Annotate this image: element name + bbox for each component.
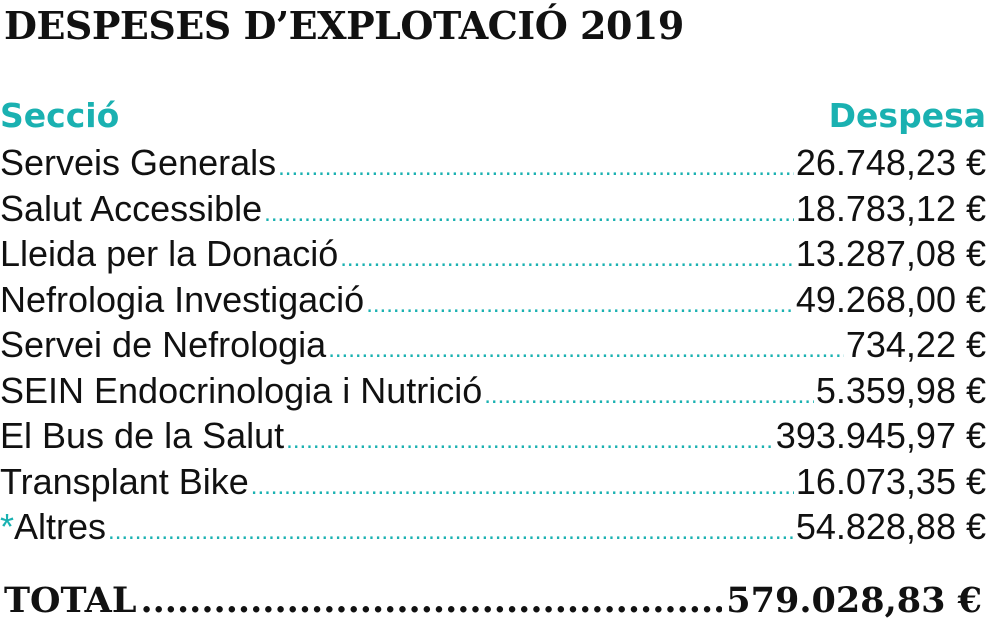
dot-leader [278,145,794,190]
list-item: SEIN Endocrinologia i Nutrició 5.359,98 … [0,368,986,414]
list-item: Servei de Nefrologia 734,22 € [0,322,986,368]
row-label: Servei de Nefrologia [0,324,327,365]
page-title: DESPESES D’EXPLOTACIÓ 2019 [4,3,684,48]
dot-leader [251,464,794,509]
row-amount: 13.287,08 € [795,233,986,274]
table-header: Secció Despesa [0,94,986,138]
row-label: El Bus de la Salut [0,415,285,456]
row-label: Serveis Generals [0,142,277,183]
row-label: SEIN Endocrinologia i Nutrició [0,369,483,411]
row-amount: 16.073,35 € [795,460,986,502]
row-label: *Altres [0,504,106,549]
section-column-header: Secció [0,96,120,135]
list-item: Nefrologia Investigació 49.268,00 € [0,277,986,323]
row-label: Nefrologia Investigació [0,278,365,320]
row-amount: 734,22 € [845,324,986,365]
dot-leader [286,418,774,463]
total-amount: 579.028,83 € [726,580,982,621]
dot-leader [484,373,814,418]
footnote-asterisk: * [0,506,15,547]
list-item: Lleida per la Donació 13.287,08 € [0,231,986,277]
dot-leader [366,282,794,327]
list-item: *Altres 54.828,88 € [0,504,986,550]
row-amount: 393.945,97 € [775,415,986,456]
expense-list: Serveis Generals 26.748,23 € Salut Acces… [0,140,986,550]
dot-leader [140,577,722,625]
list-item: El Bus de la Salut 393.945,97 € [0,413,986,459]
row-label-text: Altres [14,506,107,547]
row-amount: 18.783,12 € [795,187,986,229]
list-item: Salut Accessible 18.783,12 € [0,186,986,232]
amount-column-header: Despesa [828,96,986,135]
list-item: Transplant Bike 16.073,35 € [0,459,986,505]
row-amount: 26.748,23 € [795,142,986,183]
dot-leader [264,191,794,236]
dot-leader [340,236,794,281]
total-row: TOTAL 579.028,83 € [4,577,982,625]
list-item: Serveis Generals 26.748,23 € [0,140,986,186]
total-label: TOTAL [4,580,137,621]
row-label: Transplant Bike [0,460,249,502]
row-amount: 5.359,98 € [815,369,986,411]
row-amount: 49.268,00 € [795,278,986,320]
dot-leader [108,509,794,554]
row-label: Salut Accessible [0,187,263,229]
row-label: Lleida per la Donació [0,233,339,274]
row-amount: 54.828,88 € [795,506,986,547]
dot-leader [328,327,844,372]
